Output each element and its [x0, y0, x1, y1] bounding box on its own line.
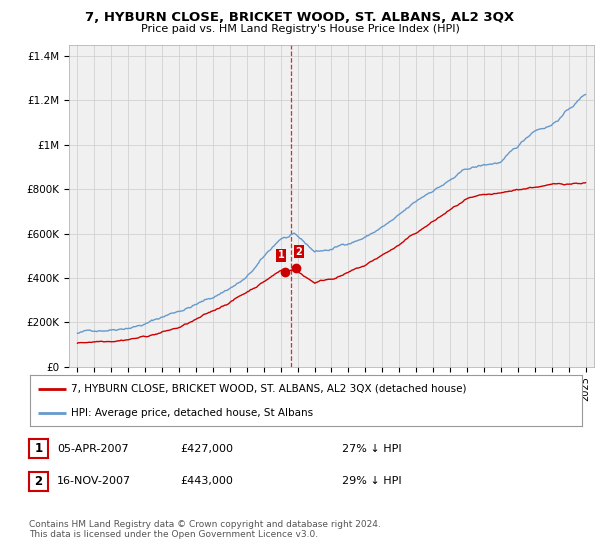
Text: £443,000: £443,000 — [180, 476, 233, 486]
Text: Contains HM Land Registry data © Crown copyright and database right 2024.
This d: Contains HM Land Registry data © Crown c… — [29, 520, 380, 539]
Text: 1: 1 — [34, 442, 43, 455]
Text: £427,000: £427,000 — [180, 444, 233, 454]
Text: 29% ↓ HPI: 29% ↓ HPI — [342, 476, 401, 486]
Text: 05-APR-2007: 05-APR-2007 — [57, 444, 128, 454]
Text: 7, HYBURN CLOSE, BRICKET WOOD, ST. ALBANS, AL2 3QX: 7, HYBURN CLOSE, BRICKET WOOD, ST. ALBAN… — [85, 11, 515, 24]
Text: 2: 2 — [34, 474, 43, 488]
Text: HPI: Average price, detached house, St Albans: HPI: Average price, detached house, St A… — [71, 408, 314, 418]
Text: 7, HYBURN CLOSE, BRICKET WOOD, ST. ALBANS, AL2 3QX (detached house): 7, HYBURN CLOSE, BRICKET WOOD, ST. ALBAN… — [71, 384, 467, 394]
Text: 2: 2 — [296, 247, 302, 257]
Text: Price paid vs. HM Land Registry's House Price Index (HPI): Price paid vs. HM Land Registry's House … — [140, 24, 460, 34]
Text: 27% ↓ HPI: 27% ↓ HPI — [342, 444, 401, 454]
Text: 1: 1 — [278, 250, 284, 260]
Text: 16-NOV-2007: 16-NOV-2007 — [57, 476, 131, 486]
